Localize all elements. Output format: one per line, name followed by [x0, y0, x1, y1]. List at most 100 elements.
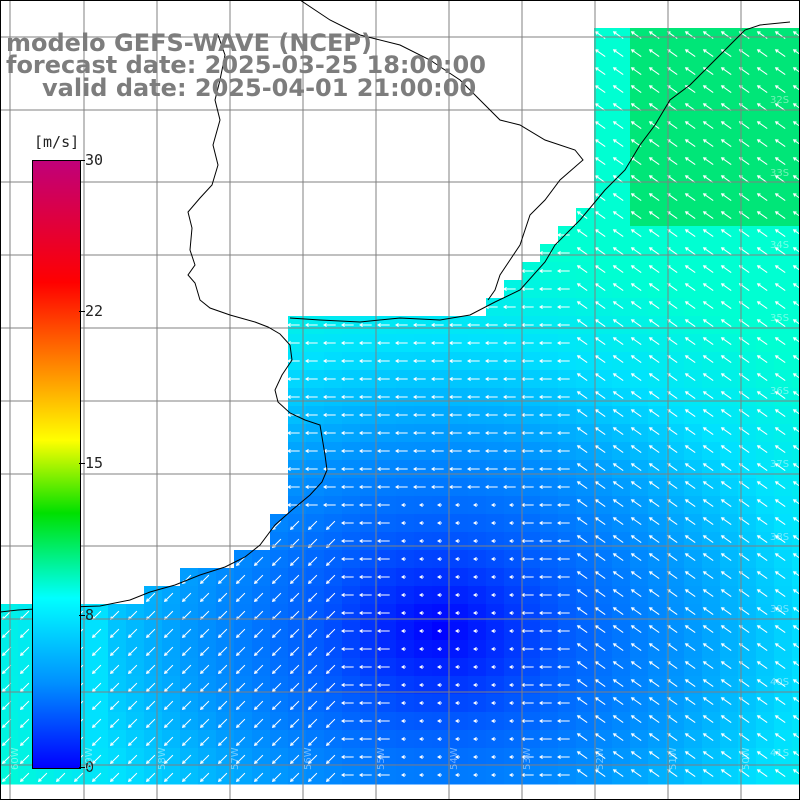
wind-arrow-head [738, 175, 743, 179]
wind-arrow [110, 718, 120, 728]
wind-arrow [757, 103, 768, 111]
wind-arrow-head [648, 751, 653, 755]
wind-arrow-head [485, 323, 489, 327]
wind-arrow-head [630, 661, 635, 665]
wind-arrow-head [419, 575, 423, 579]
wind-arrow-head [720, 769, 725, 773]
wind-arrow [613, 499, 624, 507]
wind-arrow-head [1, 760, 6, 765]
wind-arrow [631, 409, 642, 417]
wind-arrow-head [702, 499, 707, 503]
wind-arrow [793, 337, 800, 343]
wind-arrow-head [235, 760, 240, 765]
wind-arrow-head [485, 377, 489, 381]
wind-arrow-head [163, 688, 168, 693]
wind-arrow-head [684, 337, 689, 341]
wind-arrow [595, 49, 606, 57]
wind-arrow-head [491, 503, 495, 507]
wind-arrow [649, 139, 660, 147]
wind-arrow-head [341, 395, 345, 399]
wind-arrow [631, 463, 642, 471]
wind-arrow-head [756, 49, 761, 53]
wind-arrow-head [557, 467, 561, 471]
wind-arrow-head [594, 715, 599, 719]
wind-arrow-head [756, 409, 761, 413]
wind-arrow-head [145, 688, 150, 693]
wind-arrow-head [720, 553, 725, 557]
wind-arrow-head [612, 553, 617, 557]
wind-arrow-head [774, 679, 779, 683]
wind-arrow [200, 700, 210, 710]
wind-arrow-head [109, 670, 114, 675]
wind-arrow-head [756, 715, 761, 719]
wind-arrow-head [576, 373, 581, 377]
wind-arrow [182, 754, 192, 764]
wind-arrow [146, 718, 156, 728]
wind-arrow-head [491, 755, 495, 759]
lon-label: 52W [595, 747, 606, 770]
wind-arrow [595, 445, 606, 453]
wind-arrow-head [684, 373, 689, 377]
wind-arrow-head [702, 625, 707, 629]
wind-arrow [92, 664, 102, 674]
wind-arrow-head [684, 193, 689, 197]
wind-arrow [793, 121, 800, 127]
wind-arrow-head [720, 301, 725, 305]
wind-arrow-head [401, 647, 405, 651]
wind-arrow-head [419, 611, 423, 615]
wind-arrow-head [323, 323, 327, 327]
wind-arrow [649, 643, 660, 651]
wind-arrow-head [199, 706, 204, 711]
wind-arrow [110, 664, 120, 674]
wind-arrow [613, 157, 624, 165]
wind-arrow [703, 769, 714, 777]
wind-arrow-head [612, 643, 617, 647]
wind-arrow-head [738, 553, 743, 557]
wind-arrow-head [455, 683, 459, 687]
wind-arrow-head [289, 778, 294, 783]
wind-arrow [218, 664, 228, 674]
wind-speed-cells [0, 28, 800, 785]
wind-arrow [631, 247, 642, 255]
wind-arrow [613, 283, 624, 291]
wind-arrow [649, 157, 660, 165]
wind-arrow-head [145, 706, 150, 711]
wind-speed-cell [792, 568, 800, 587]
wind-arrow-head [419, 773, 423, 777]
wind-arrow [703, 373, 714, 381]
wind-arrow-head [145, 724, 150, 729]
wind-arrow-head [289, 742, 294, 747]
wind-arrow [721, 427, 732, 435]
wind-arrow-head [720, 445, 725, 449]
wind-arrow [649, 283, 660, 291]
wind-arrow-head [792, 751, 797, 755]
wind-arrow-head [774, 589, 779, 593]
wind-arrow [20, 682, 30, 692]
wind-arrow-head [509, 773, 513, 777]
wind-arrow-head [377, 629, 381, 633]
wind-arrow-head [55, 778, 60, 783]
wind-arrow-head [509, 737, 513, 741]
wind-arrow [272, 520, 282, 530]
wind-arrow-head [720, 499, 725, 503]
wind-arrow [757, 139, 768, 147]
wind-arrow-head [648, 391, 653, 395]
wind-arrow-head [774, 409, 779, 413]
lon-label: 55W [376, 747, 387, 770]
wind-arrow-head [217, 706, 222, 711]
wind-arrow-head [289, 652, 294, 657]
wind-arrow [703, 67, 714, 75]
wind-arrow-head [630, 409, 635, 413]
wind-arrow-head [630, 121, 635, 125]
wind-arrow [667, 715, 678, 723]
wind-arrow-head [271, 562, 276, 567]
wind-arrow-head [395, 431, 399, 435]
wind-arrow [703, 229, 714, 237]
wind-arrow [757, 697, 768, 705]
wind-arrow [775, 121, 786, 129]
wind-arrow-head [307, 652, 312, 657]
wind-arrow-head [509, 701, 513, 705]
wind-arrow-head [612, 211, 617, 215]
wind-arrow [793, 301, 800, 307]
wind-arrow-head [473, 503, 477, 507]
